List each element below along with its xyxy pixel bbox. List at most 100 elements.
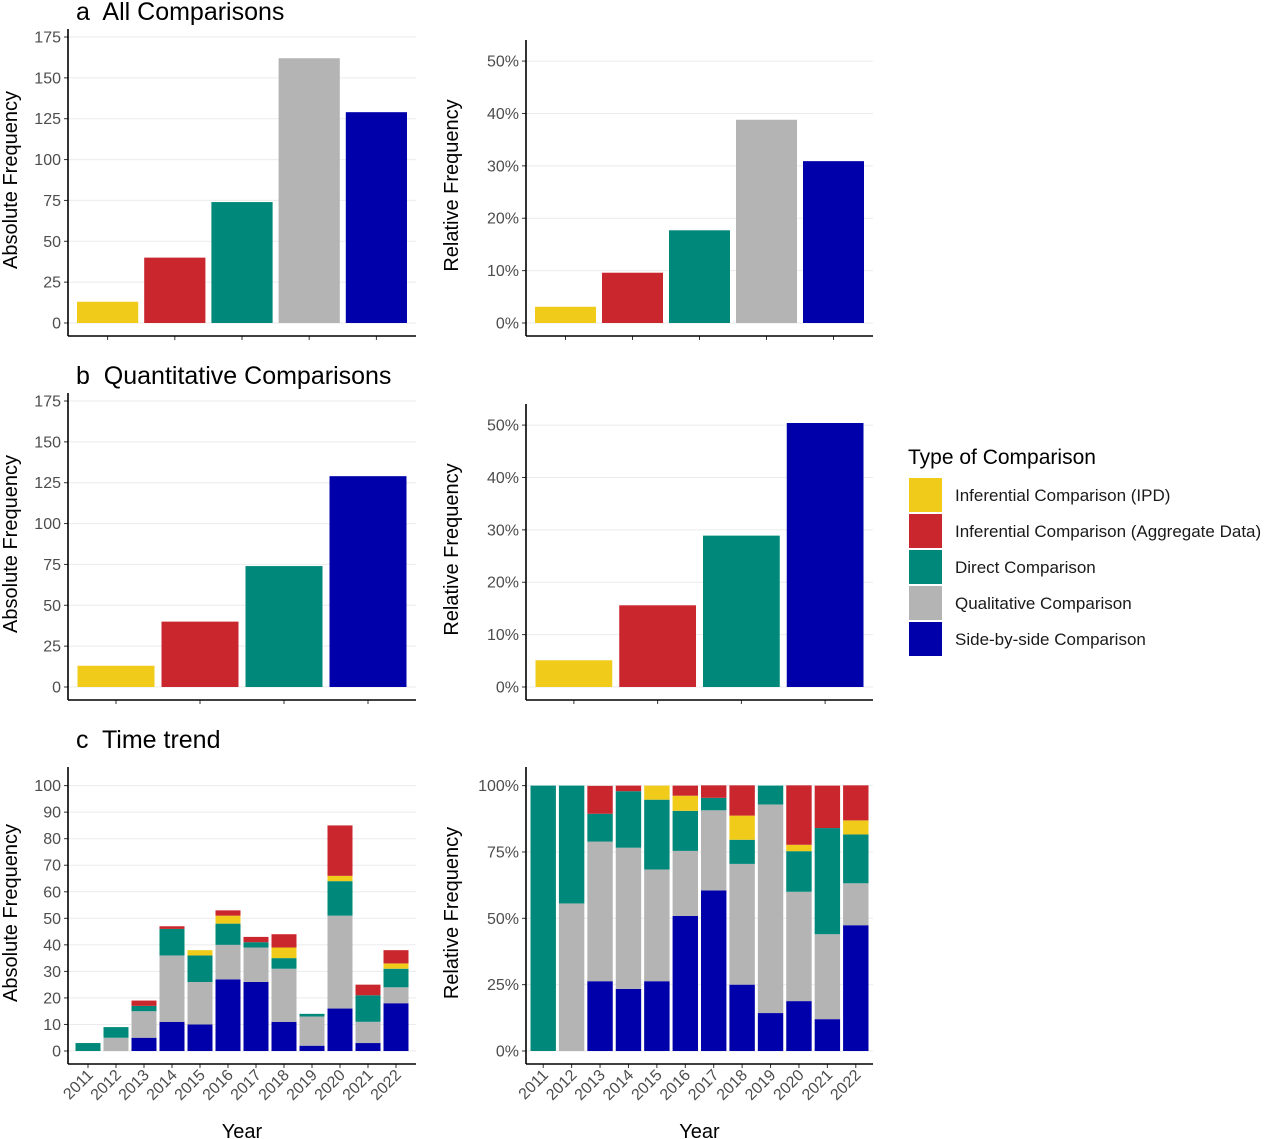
bar-2022-inferential-comparison-ipd [383, 963, 409, 969]
bar-2013-qualitative-comparison [131, 1011, 157, 1038]
y-tick-label: 25% [487, 977, 519, 994]
y-tick-label: 30 [43, 964, 61, 981]
bar-2020-qualitative-comparison [327, 915, 353, 1009]
bar-2012-qualitative-comparison [558, 903, 585, 1051]
y-tick-label: 100 [34, 152, 61, 169]
legend-swatch [909, 550, 942, 584]
x-tick-label: 2022 [368, 1067, 405, 1104]
y-tick-label: 75 [43, 557, 61, 574]
x-tick-label: 2011 [60, 1067, 96, 1103]
y-tick-label: 175 [34, 30, 61, 47]
legend-title: Type of Comparison [908, 446, 1096, 469]
legend-label: Inferential Comparison (Aggregate Data) [955, 522, 1261, 541]
bar-2011-direct-comparison [530, 785, 556, 1051]
bar-2022-side-by-side-comparison [383, 1003, 409, 1051]
bar-2014-direct-comparison [159, 928, 185, 956]
chart-c-abs: 0102030405060708090100201120122013201420… [0, 767, 416, 1139]
bar-2017-inferential-comparison-aggregate-data [243, 936, 269, 943]
bar-direct-comparison [703, 535, 780, 687]
legend-swatch [909, 586, 942, 620]
bar-2012-direct-comparison [103, 1027, 129, 1038]
bar-2018-qualitative-comparison [271, 968, 297, 1022]
bar-2013-side-by-side-comparison [587, 981, 613, 1051]
bar-2015-side-by-side-comparison [187, 1024, 213, 1051]
bar-2017-inferential-comparison-aggregate-data [701, 785, 727, 798]
bar-2016-direct-comparison [215, 923, 241, 945]
bar-2018-inferential-comparison-aggregate-data [271, 934, 297, 948]
bar-2019-direct-comparison [299, 1013, 325, 1017]
bar-2022-inferential-comparison-ipd [843, 820, 869, 835]
bar-2021-side-by-side-comparison [814, 1019, 841, 1051]
bar-side-by-side-comparison [803, 161, 864, 323]
bar-2021-direct-comparison [814, 828, 841, 935]
bar-2013-qualitative-comparison [587, 841, 613, 982]
bar-side-by-side-comparison [345, 112, 407, 323]
y-tick-label: 100 [34, 516, 61, 533]
y-tick-label: 0% [496, 1044, 519, 1061]
x-axis-title: Year [679, 1121, 720, 1139]
chart-c-rel: 0%25%50%75%100%2011201220132014201520162… [441, 767, 873, 1139]
x-tick-label: 2016 [657, 1067, 694, 1104]
y-tick-label: 40 [43, 937, 61, 954]
x-tick-label: 2019 [284, 1067, 321, 1104]
bar-2019-side-by-side-comparison [299, 1045, 325, 1051]
x-tick-label: 2018 [256, 1067, 293, 1104]
legend-label: Qualitative Comparison [955, 594, 1132, 613]
bar-2022-direct-comparison [383, 968, 409, 988]
x-tick-label: 2021 [340, 1067, 377, 1104]
bar-2017-direct-comparison [243, 942, 269, 948]
y-tick-label: 150 [34, 70, 61, 87]
y-tick-label: 0% [496, 680, 519, 697]
y-tick-label: 30% [487, 522, 519, 539]
bar-inferential-comparison-ipd [535, 660, 613, 687]
y-tick-label: 25 [43, 639, 61, 656]
bar-2018-side-by-side-comparison [271, 1021, 297, 1051]
bar-side-by-side-comparison [786, 423, 864, 687]
bar-2014-side-by-side-comparison [615, 988, 642, 1051]
y-tick-label: 50 [43, 598, 61, 615]
x-tick-label: 2013 [116, 1067, 153, 1104]
x-tick-label: 2014 [600, 1067, 637, 1104]
y-tick-label: 50 [43, 234, 61, 251]
chart-b-rel: 0% 10% 20% 30% 40% 50% Relative Frequency [441, 404, 873, 704]
bar-2014-qualitative-comparison [615, 847, 642, 989]
bar-2015-side-by-side-comparison [644, 981, 670, 1051]
bar-2017-qualitative-comparison [701, 810, 727, 891]
y-tick-label: 100% [478, 778, 519, 795]
y-tick-label: 20 [43, 990, 61, 1007]
bar-2016-inferential-comparison-aggregate-data [215, 910, 241, 916]
y-tick-label: 80 [43, 831, 61, 848]
bar-2019-direct-comparison [757, 785, 784, 805]
bar-2022-direct-comparison [843, 834, 869, 884]
x-tick-label: 2014 [144, 1067, 181, 1104]
bar-2014-inferential-comparison-aggregate-data [159, 926, 185, 929]
panel-title-b: b Quantitative Comparisons [76, 362, 391, 390]
y-axis-title: Absolute Frequency [0, 824, 22, 1002]
y-axis-title: Relative Frequency [441, 463, 463, 635]
bar-qualitative-comparison [278, 58, 340, 323]
legend-label: Side-by-side Comparison [955, 630, 1146, 649]
legend-item-inferential-comparison-ipd: Inferential Comparison (IPD) [909, 478, 1170, 512]
y-tick-label: 0% [496, 316, 519, 333]
y-axis-title: Absolute Frequency [0, 455, 22, 633]
y-tick-label: 100 [34, 778, 61, 795]
x-tick-label: 2011 [516, 1067, 552, 1103]
x-tick-label: 2021 [799, 1067, 836, 1104]
y-axis-title: Relative Frequency [441, 827, 463, 999]
chart-b-abs: 0 25 50 75 100 125 150 175 Absolute Frequency [0, 393, 416, 704]
bar-2017-direct-comparison [701, 797, 727, 811]
x-tick-label: 2022 [827, 1067, 864, 1104]
x-tick-label: 2017 [685, 1067, 722, 1104]
bar-direct-comparison [669, 230, 730, 323]
chart-a-abs: 0 25 50 75 100 125 150 175 Absolute Frequency [0, 29, 416, 340]
y-tick-label: 10% [487, 627, 519, 644]
bar-2015-direct-comparison [644, 799, 670, 870]
bar-2014-inferential-comparison-aggregate-data [615, 785, 642, 792]
bar-2011-direct-comparison [75, 1043, 101, 1051]
x-tick-label: 2018 [714, 1067, 751, 1104]
bar-2013-side-by-side-comparison [131, 1037, 157, 1051]
y-tick-label: 50% [487, 418, 519, 435]
x-tick-label: 2019 [742, 1067, 779, 1104]
bar-2020-inferential-comparison-aggregate-data [786, 785, 812, 845]
